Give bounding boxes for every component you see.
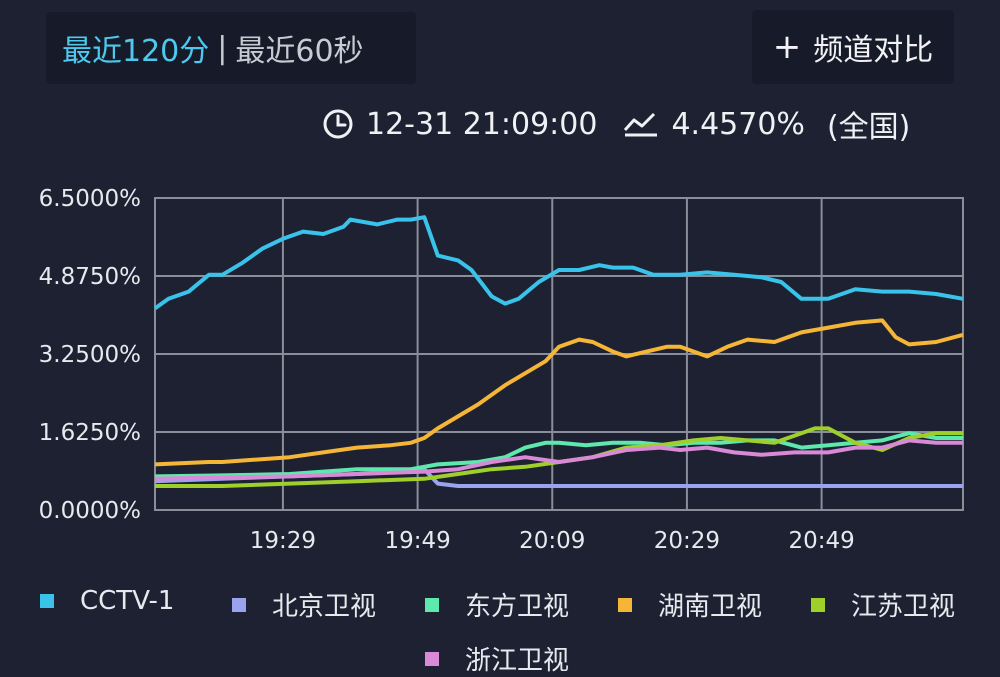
legend-label: 浙江卫视 (465, 646, 570, 676)
compare-label: 频道对比 (813, 33, 934, 68)
chart-legend: CCTV-1 北京卫视 东方卫视 湖南卫视 江苏卫视浙江卫视 (40, 586, 1000, 676)
legend-item[interactable]: 浙江卫视 (425, 640, 569, 677)
status-bar: 12-31 21:09:00 4.4570% (全国) (320, 100, 960, 148)
x-tick-label: 19:29 (250, 528, 316, 554)
legend-label: 东方卫视 (465, 592, 570, 622)
y-tick-label: 3.2500% (39, 342, 141, 368)
legend-swatch (425, 597, 439, 612)
y-axis-ticks: 6.5000% 4.8750% 3.2500% 1.6250% 0.0000% (39, 186, 141, 524)
range-120min-tab[interactable]: 最近120分 (62, 34, 210, 69)
legend-item[interactable]: 湖南卫视 (618, 586, 762, 623)
legend-label: 北京卫视 (272, 592, 377, 622)
current-time: 12-31 21:09:00 (366, 106, 598, 142)
time-range-toggle: 最近120分 | 最近60秒 (46, 12, 416, 84)
legend-swatch (618, 597, 632, 612)
legend-item[interactable]: 东方卫视 (425, 586, 569, 623)
legend-item[interactable]: 北京卫视 (232, 586, 376, 623)
series-line-3 (154, 318, 964, 467)
channel-compare-button[interactable]: + 频道对比 (752, 10, 954, 84)
y-tick-label: 0.0000% (39, 498, 141, 524)
y-tick-label: 4.8750% (39, 264, 141, 290)
legend-label: 湖南卫视 (658, 592, 763, 622)
x-tick-label: 20:49 (788, 528, 854, 554)
plus-icon: + (772, 27, 802, 67)
y-tick-label: 6.5000% (39, 186, 141, 212)
legend-label: 江苏卫视 (851, 592, 956, 622)
x-tick-label: 20:29 (654, 528, 720, 554)
legend-swatch (40, 594, 54, 608)
y-tick-label: 1.6250% (39, 420, 141, 446)
rating-line-chart: 6.5000% 4.8750% 3.2500% 1.6250% 0.0000% 19:2… (39, 186, 964, 554)
series-line-5 (154, 438, 963, 481)
legend-swatch (232, 597, 246, 612)
x-tick-label: 20:09 (519, 528, 585, 554)
trend-icon (624, 112, 658, 137)
series-line-0 (153, 215, 964, 311)
legend-label: CCTV-1 (80, 586, 175, 616)
legend-item[interactable]: CCTV-1 (40, 586, 174, 616)
series-line-2 (154, 431, 963, 479)
region-label: (全国) (826, 110, 911, 145)
current-rating: 4.4570% (671, 106, 805, 142)
legend-swatch (811, 597, 825, 612)
chart-series (153, 215, 964, 488)
range-60sec-tab[interactable]: 最近60秒 (235, 34, 364, 69)
legend-item[interactable]: 江苏卫视 (811, 586, 955, 623)
x-axis-ticks: 19:29 19:49 20:09 20:29 20:49 (250, 528, 855, 554)
series-line-4 (155, 426, 963, 488)
x-tick-label: 19:49 (384, 528, 450, 554)
range-separator: | (217, 30, 228, 66)
clock-icon (323, 109, 353, 139)
